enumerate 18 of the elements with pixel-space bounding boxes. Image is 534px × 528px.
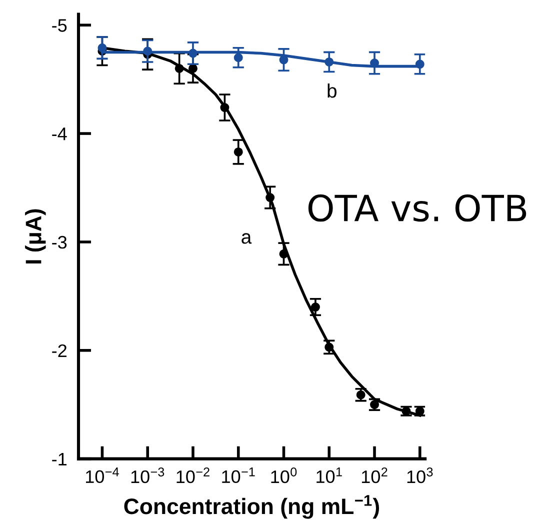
y-tick-label: -3 (52, 236, 67, 249)
y-tick-label: -5 (52, 19, 67, 32)
y-axis-title: I (μA) (25, 209, 46, 264)
x-tick-label: 10$^{−2}$ (176, 468, 210, 484)
x-tick-label: 10$^{2}$ (362, 468, 388, 484)
annotation: OTA vs. OTB (308, 194, 526, 222)
x-tick-label: 10$^{−3}$ (131, 468, 164, 484)
y-tick-label: -1 (52, 452, 67, 466)
y-tick-label: -4 (52, 128, 67, 140)
x-tick-label: 10$^{1}$ (316, 468, 342, 484)
x-tick-label: 10$^{−1}$ (222, 468, 255, 484)
series-label: b (328, 83, 336, 98)
x-tick-label: 10$^{−4}$ (86, 468, 119, 484)
x-tick-label: 10$^{3}$ (407, 468, 433, 484)
x-tick-label: 10$^{0}$ (271, 468, 297, 484)
series-label: a (242, 233, 252, 244)
x-axis-title: Concentration (ng mL$^{−1}$) (124, 495, 380, 519)
y-tick-label: -2 (52, 344, 66, 357)
